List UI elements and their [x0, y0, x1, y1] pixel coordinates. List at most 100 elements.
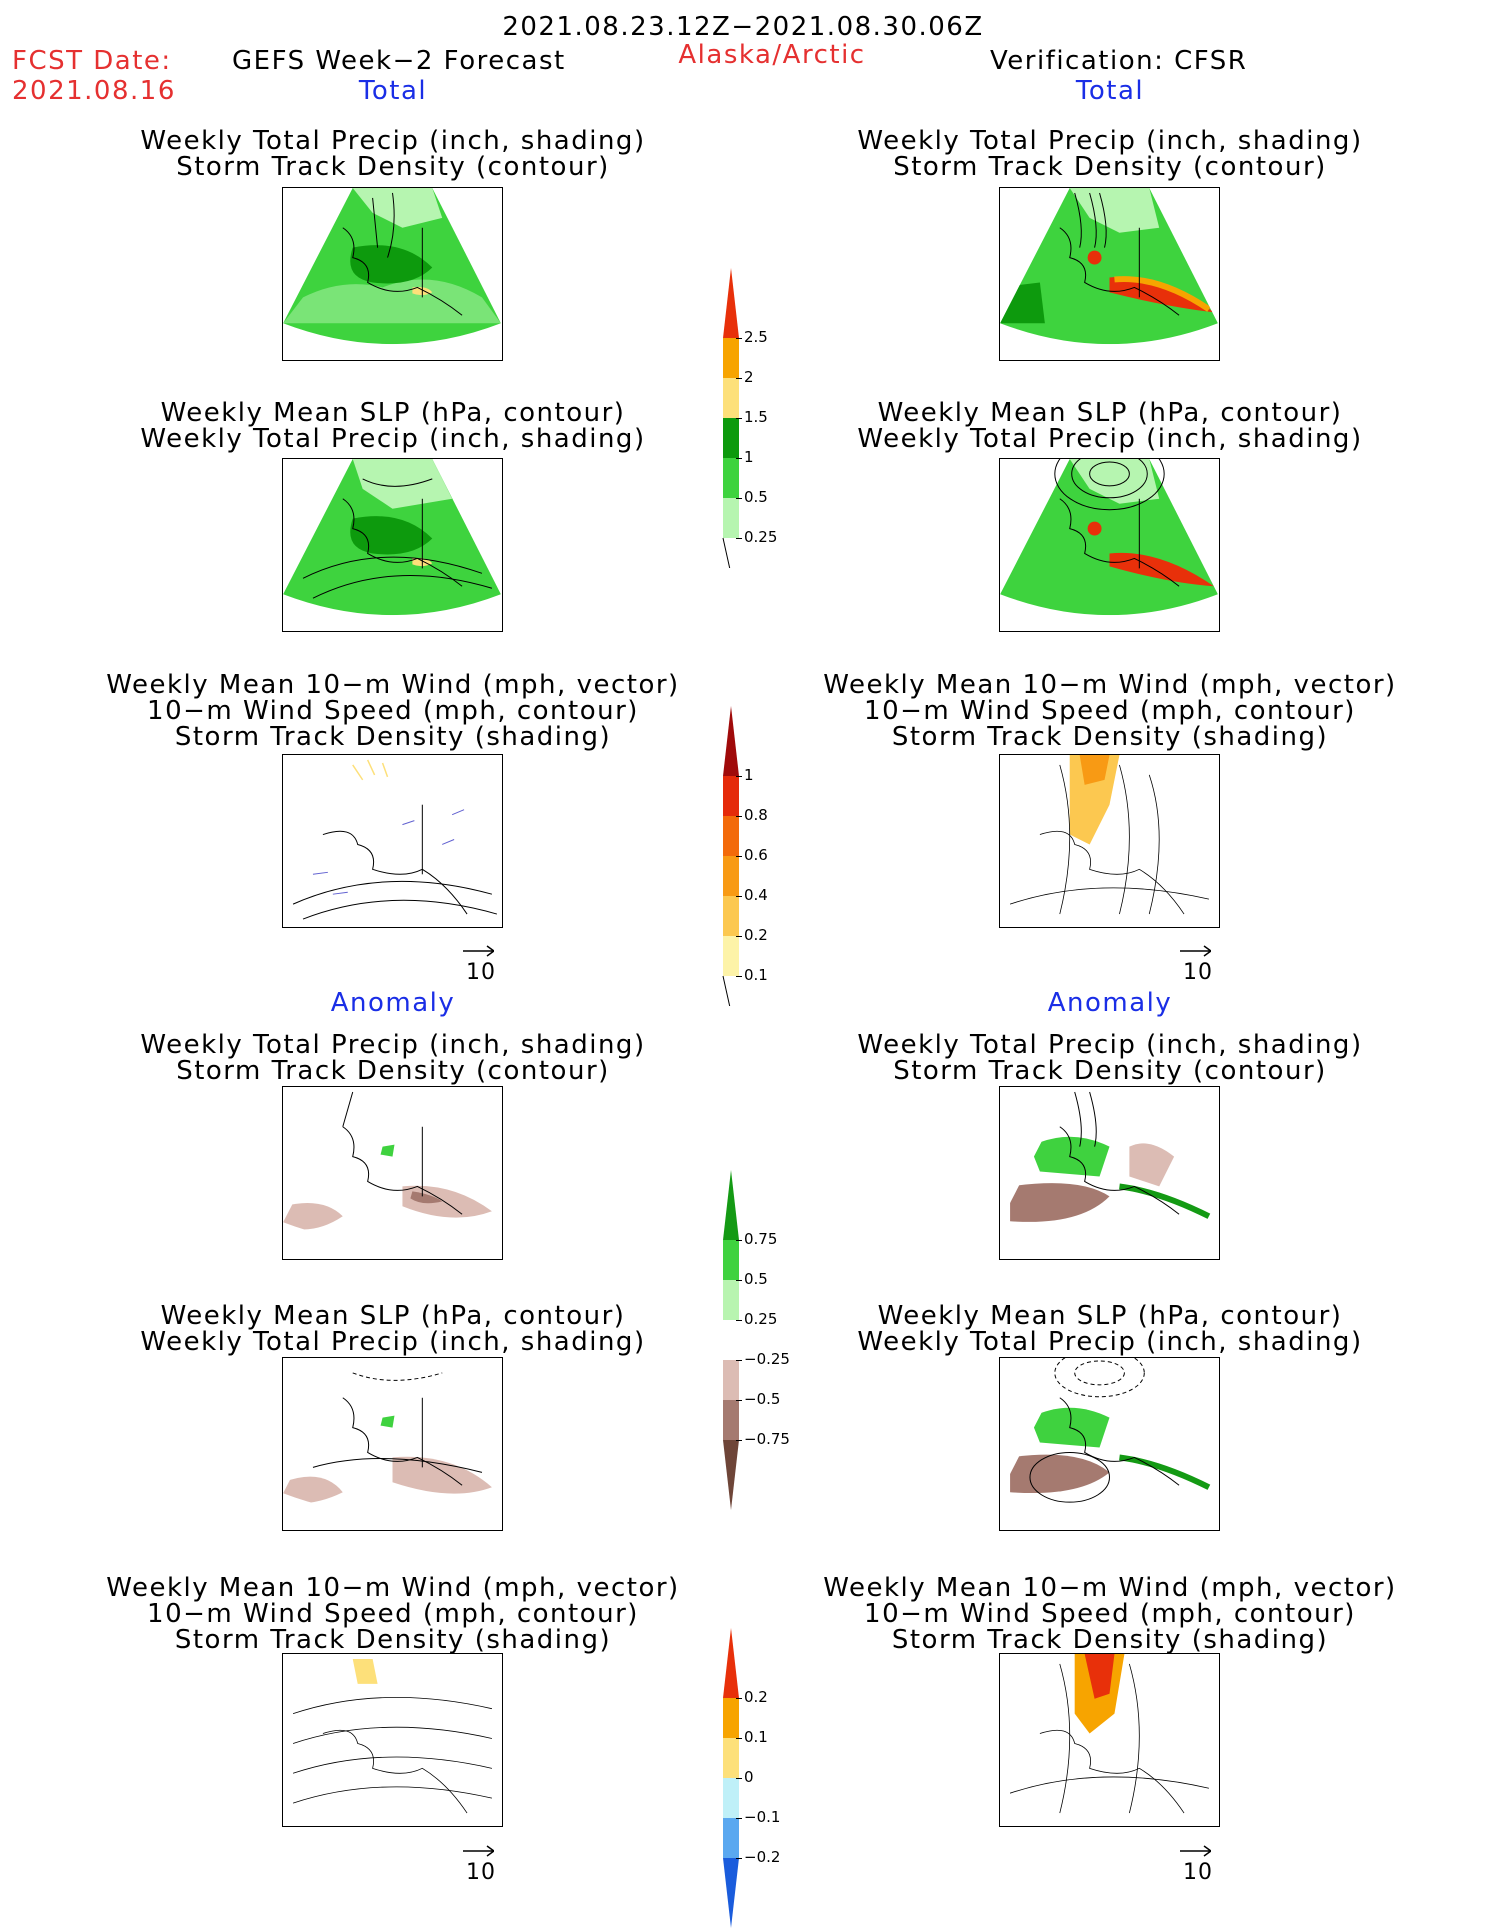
panel-title-wind-track-cfsr-anom: Weekly Mean 10−m Wind (mph, vector) 10−m…	[823, 1575, 1396, 1653]
vector-ref-label: 10	[1183, 1860, 1213, 1885]
colorbar-svg	[723, 1170, 739, 1510]
panel-title-line: Weekly Total Precip (inch, shading)	[140, 1030, 646, 1060]
map-cfsr-anom-precip-track	[999, 1086, 1220, 1260]
colorbar-tick	[736, 1360, 742, 1361]
colorbar-tick-label: 2	[744, 368, 754, 386]
verification-title: Verification: CFSR	[990, 46, 1248, 76]
vector-ref-label: 10	[466, 960, 496, 985]
panel-title-line: Weekly Mean 10−m Wind (mph, vector)	[823, 670, 1397, 700]
section-anomaly-right: Anomaly	[1047, 988, 1173, 1018]
panel-title-line: Weekly Mean 10−m Wind (mph, vector)	[823, 1573, 1397, 1603]
panel-title-line: Weekly Total Precip (inch, shading)	[857, 424, 1363, 454]
colorbar-tick	[736, 896, 742, 897]
panel-title-wind-track-cfsr: Weekly Mean 10−m Wind (mph, vector) 10−m…	[823, 672, 1396, 750]
colorbar-total-precip: 2.5 2 1.5 1 0.5 0.25	[722, 268, 777, 575]
colorbar-tick	[736, 378, 742, 379]
section-total-left: Total	[358, 76, 428, 106]
colorbar-tick	[736, 1858, 742, 1859]
panel-title-wind-track: Weekly Mean 10−m Wind (mph, vector) 10−m…	[106, 672, 679, 750]
panel-title-line: Weekly Mean SLP (hPa, contour)	[877, 1301, 1343, 1331]
colorbar-segment	[723, 856, 739, 896]
colorbar-total-track: 1 0.8 0.6 0.4 0.2 0.1	[722, 706, 768, 1013]
panel-title-line: 10−m Wind Speed (mph, contour)	[864, 1599, 1356, 1629]
colorbar-segment	[723, 338, 739, 378]
section-total-right: Total	[1075, 76, 1145, 106]
colorbar-segment	[723, 378, 739, 418]
colorbar-tick-label: 2.5	[744, 328, 768, 346]
panel-title-line: Weekly Mean SLP (hPa, contour)	[160, 1301, 626, 1331]
panel-title-precip-track-anom: Weekly Total Precip (inch, shading) Stor…	[140, 1032, 645, 1084]
colorbar-tick-label: −0.75	[744, 1430, 790, 1448]
colorbar-tick	[736, 1320, 742, 1321]
colorbar-segment	[723, 1280, 739, 1320]
colorbar-tick-label: 0.5	[744, 1270, 768, 1288]
map-cfsr-slp-precip	[999, 458, 1220, 632]
panel-title-line: 10−m Wind Speed (mph, contour)	[147, 1599, 639, 1629]
colorbar-segment	[723, 268, 739, 338]
panel-title-line: 10−m Wind Speed (mph, contour)	[864, 696, 1356, 726]
panel-title-line: Weekly Mean SLP (hPa, contour)	[877, 398, 1343, 428]
colorbar-segment	[723, 896, 739, 936]
colorbar-segment	[723, 1240, 739, 1280]
colorbar-tick-label: −0.1	[744, 1808, 781, 1826]
panel-title-line: Weekly Mean 10−m Wind (mph, vector)	[106, 1573, 680, 1603]
model-title: GEFS Week−2 Forecast	[232, 46, 566, 76]
vector-ref-arrow-icon	[463, 1845, 494, 1857]
colorbar-tick	[736, 458, 742, 459]
panel-title-line: Weekly Mean 10−m Wind (mph, vector)	[106, 670, 680, 700]
colorbar-tick-label: 0.2	[744, 1688, 768, 1706]
panel-title-slp-precip-anom: Weekly Mean SLP (hPa, contour) Weekly To…	[140, 1303, 645, 1355]
colorbar-anom-precip: 0.75 0.5 0.25 −0.25 −0.5 −0.75	[722, 1170, 790, 1514]
colorbar-tail	[722, 975, 732, 1013]
colorbar-segment	[723, 1698, 739, 1738]
section-anomaly-left: Anomaly	[330, 988, 456, 1018]
colorbar-tick-label: 0.75	[744, 1230, 778, 1248]
map-gefs-total-precip-track	[282, 187, 503, 361]
panel-title-precip-track: Weekly Total Precip (inch, shading) Stor…	[140, 128, 645, 180]
region-title: Alaska/Arctic	[678, 40, 866, 70]
panel-title-line: Storm Track Density (shading)	[174, 722, 612, 752]
panel-title-line: Storm Track Density (contour)	[176, 152, 610, 182]
colorbar-tick	[736, 338, 742, 339]
colorbar-tick	[736, 1778, 742, 1779]
panel-title-line: Storm Track Density (contour)	[893, 152, 1327, 182]
colorbar-segment	[723, 458, 739, 498]
map-cfsr-anom-wind-track	[999, 1653, 1220, 1827]
colorbar-tick-label: −0.25	[744, 1350, 790, 1368]
colorbar-tick	[736, 538, 742, 539]
panel-title-line: Storm Track Density (shading)	[891, 1625, 1329, 1655]
panel-title-line: Storm Track Density (contour)	[893, 1056, 1327, 1086]
panel-title-line: Weekly Mean SLP (hPa, contour)	[160, 398, 626, 428]
colorbar-tick	[736, 816, 742, 817]
colorbar-tick-label: 0.2	[744, 926, 768, 944]
panel-title-line: Storm Track Density (shading)	[891, 722, 1329, 752]
map-cfsr-wind-track	[999, 754, 1220, 928]
colorbar-tick-label: 0.1	[744, 966, 768, 984]
colorbar-segment	[723, 936, 739, 976]
panel-title-line: Storm Track Density (contour)	[176, 1056, 610, 1086]
colorbar-tick	[736, 1738, 742, 1739]
colorbar-tick	[736, 776, 742, 777]
colorbar-tick-label: 0.6	[744, 846, 768, 864]
colorbar-segment	[723, 1440, 739, 1510]
colorbar-segment	[723, 706, 739, 776]
colorbar-tick	[736, 1440, 742, 1441]
colorbar-tick	[736, 418, 742, 419]
panel-title-precip-track-cfsr: Weekly Total Precip (inch, shading) Stor…	[857, 128, 1362, 180]
colorbar-tick	[736, 1400, 742, 1401]
colorbar-segment	[723, 776, 739, 816]
vector-ref-label: 10	[466, 1860, 496, 1885]
colorbar-tick-label: 0	[744, 1768, 754, 1786]
panel-title-line: Weekly Total Precip (inch, shading)	[140, 126, 646, 156]
panel-title-line: Weekly Total Precip (inch, shading)	[857, 126, 1363, 156]
colorbar-segment	[723, 498, 739, 538]
fcst-date-label: FCST Date:	[12, 46, 172, 76]
panel-title-line: Weekly Total Precip (inch, shading)	[857, 1327, 1363, 1357]
date-range-title: 2021.08.23.12Z−2021.08.30.06Z	[502, 12, 984, 42]
map-gefs-anom-precip-track	[282, 1086, 503, 1260]
colorbar-segment	[723, 1320, 739, 1360]
colorbar-tick	[736, 1240, 742, 1241]
colorbar-tail	[722, 537, 732, 575]
colorbar-tick-label: 0.4	[744, 886, 768, 904]
panel-title-precip-track-cfsr-anom: Weekly Total Precip (inch, shading) Stor…	[857, 1032, 1362, 1084]
